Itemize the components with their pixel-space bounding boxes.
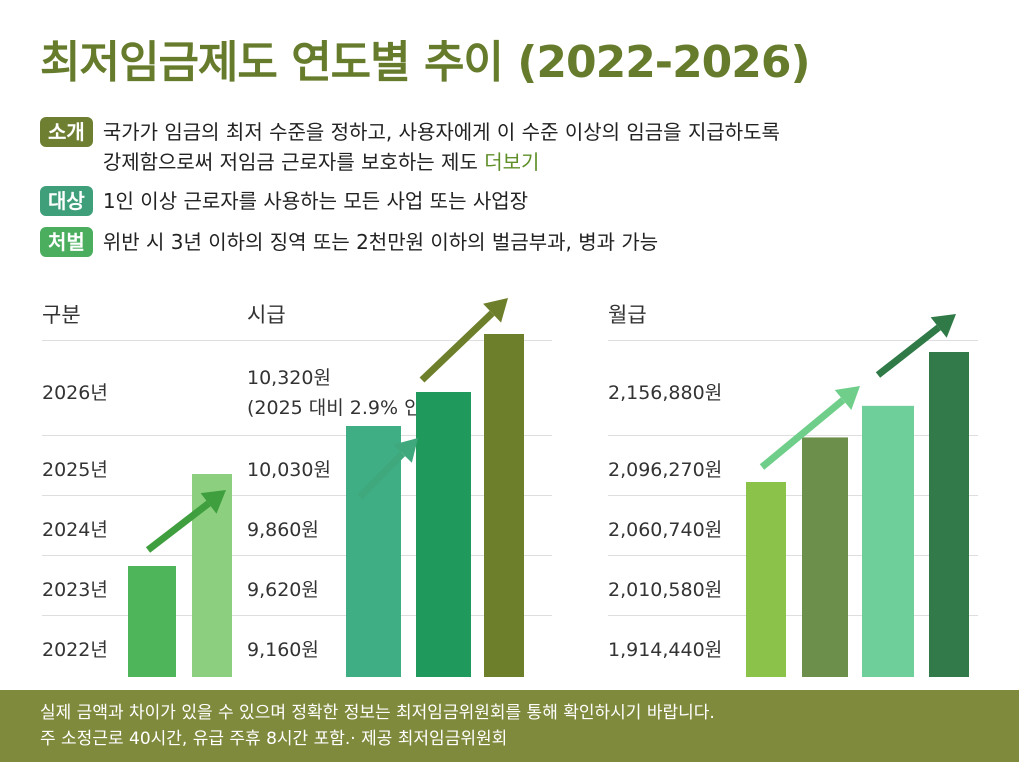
- monthly-bar-2024년: [802, 437, 848, 677]
- hourly-value-2025: 10,030원: [247, 459, 331, 481]
- more-link[interactable]: 더보기: [484, 150, 540, 174]
- year-label-2025: 2025년: [42, 459, 108, 481]
- col-header-monthly: 월급: [608, 303, 647, 327]
- footer: 실제 금액과 차이가 있을 수 있으며 정확한 정보는 최저임금위원회를 통해 …: [0, 690, 1019, 762]
- row-divider: [42, 340, 552, 341]
- col-header-hourly: 시급: [247, 303, 286, 327]
- year-label-2022: 2022년: [42, 639, 108, 661]
- col-header-category: 구분: [42, 303, 81, 327]
- monthly-value-2022: 1,914,440원: [608, 639, 723, 661]
- intro-text: 국가가 임금의 최저 수준을 정하고, 사용자에게 이 수준 이상의 임금을 지…: [103, 117, 780, 177]
- intro-text-line1: 국가가 임금의 최저 수준을 정하고, 사용자에게 이 수준 이상의 임금을 지…: [102, 120, 780, 144]
- page-title: 최저임금제도 연도별 추이 (2022-2026): [40, 37, 811, 88]
- monthly-arrow-2: [875, 314, 956, 378]
- hourly-note-2026: (2025 대비 2.9% 인상): [247, 397, 447, 419]
- monthly-value-2025: 2,096,270원: [608, 459, 723, 481]
- footer-disclaimer: 실제 금액과 차이가 있을 수 있으며 정확한 정보는 최저임금위원회를 통해 …: [40, 703, 715, 723]
- info-target: 대상 1인 이상 근로자를 사용하는 모든 사업 또는 사업장: [40, 186, 528, 216]
- hourly-value-2022: 9,160원: [247, 639, 319, 661]
- intro-badge: 소개: [40, 117, 93, 147]
- penalty-text: 위반 시 3년 이하의 징역 또는 2천만원 이하의 벌금부과, 병과 가능: [102, 230, 659, 254]
- hourly-value-2026: 10,320원: [247, 367, 331, 389]
- info-penalty: 처벌 위반 시 3년 이하의 징역 또는 2천만원 이하의 벌금부과, 병과 가…: [40, 227, 658, 257]
- row-divider: [42, 615, 552, 616]
- row-divider: [608, 495, 978, 496]
- intro-text-line2: 강제함으로써 저임금 근로자를 보호하는 제도: [102, 150, 478, 174]
- row-divider: [608, 340, 978, 341]
- target-text: 1인 이상 근로자를 사용하는 모든 사업 또는 사업장: [102, 189, 529, 213]
- hourly-value-2023: 9,620원: [247, 579, 319, 601]
- penalty-badge: 처벌: [40, 227, 93, 257]
- row-divider: [42, 555, 552, 556]
- monthly-bar-2026년: [929, 352, 969, 677]
- monthly-bar-2023년: [746, 482, 786, 677]
- hourly-value-2024: 9,860원: [247, 519, 319, 541]
- bar-charts: [128, 298, 969, 677]
- row-divider: [608, 435, 978, 436]
- year-label-2024: 2024년: [42, 519, 108, 541]
- hourly-bar-2025년: [416, 392, 471, 677]
- hourly-bar-2026년: [484, 334, 524, 677]
- target-badge: 대상: [40, 186, 93, 216]
- monthly-value-2023: 2,010,580원: [608, 579, 723, 601]
- hourly-arrow-3: [419, 298, 508, 383]
- row-divider: [608, 555, 978, 556]
- hourly-arrow-2: [357, 438, 418, 500]
- monthly-value-2026: 2,156,880원: [608, 382, 723, 404]
- monthly-bar-2025년: [862, 405, 914, 677]
- year-label-2026: 2026년: [42, 382, 108, 404]
- info-intro: 소개 국가가 임금의 최저 수준을 정하고, 사용자에게 이 수준 이상의 임금…: [40, 117, 780, 177]
- row-divider: [42, 495, 552, 496]
- year-label-2023: 2023년: [42, 579, 108, 601]
- row-divider: [42, 435, 552, 436]
- footer-source: 주 소정근로 40시간, 유급 주휴 8시간 포함.· 제공 최저임금위원회: [40, 729, 508, 749]
- row-divider: [608, 615, 978, 616]
- monthly-value-2024: 2,060,740원: [608, 519, 723, 541]
- hourly-bar-2022년: [128, 566, 176, 677]
- monthly-arrow-1: [759, 386, 860, 470]
- hourly-arrow-1: [145, 490, 226, 553]
